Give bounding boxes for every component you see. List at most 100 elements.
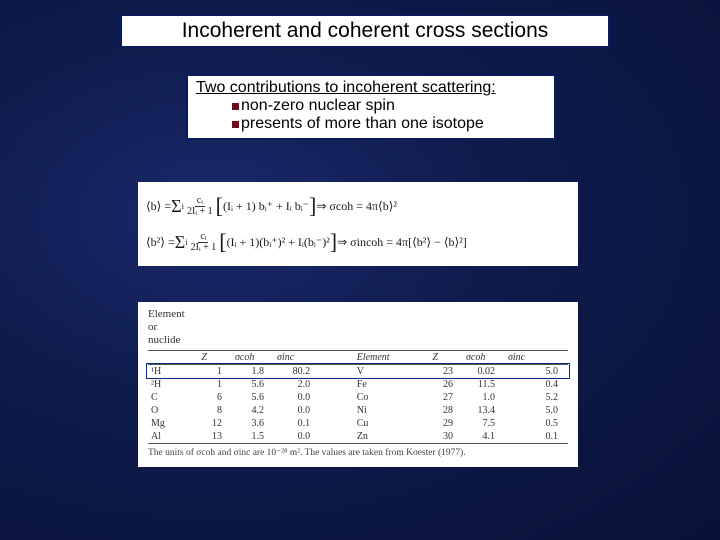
contributions-box: Two contributions to incoherent scatteri… (186, 74, 556, 140)
table-row: Al131.50.0 Zn304.10.1 (148, 430, 568, 444)
table-corner-label: Element or nuclide (148, 308, 568, 348)
table-cell: 28 (429, 404, 463, 417)
table-cell (320, 430, 354, 444)
col-header: σinc (274, 350, 320, 364)
table-cell: 5.0 (505, 364, 568, 378)
col-header: σcoh (232, 350, 274, 364)
table-row: ¹H11.880.2V230.025.0 (148, 364, 568, 378)
label-line: Element (148, 308, 185, 320)
eq-part: ⇒ σincoh = 4π[⟨b²⟩ − ⟨b⟩²] (337, 235, 467, 250)
bullet-icon (232, 103, 239, 110)
col-header: Z (429, 350, 463, 364)
table-cell: 1.8 (232, 364, 274, 378)
table-cell: 11.5 (463, 378, 505, 391)
table-cell: 5.0 (505, 404, 568, 417)
frac-den: 2Iᵢ + 1 (189, 243, 219, 253)
table-cell: 1.0 (463, 391, 505, 404)
table-cell: 5.2 (505, 391, 568, 404)
table-cell: Zn (354, 430, 430, 444)
table-cell: 0.4 (505, 378, 568, 391)
table-cell (320, 391, 354, 404)
table-cell: 8 (198, 404, 232, 417)
table-cell: ¹H (148, 364, 198, 378)
table-cell: 4.2 (232, 404, 274, 417)
table-row: Mg123.60.1 Cu297.50.5 (148, 417, 568, 430)
fraction: cᵢ 2Iᵢ + 1 (185, 196, 215, 217)
label-line: or (148, 321, 157, 333)
table-row: C65.60.0Co271.05.2 (148, 391, 568, 404)
table-cell: 0.5 (505, 417, 568, 430)
table-header-row: Z σcoh σinc Element Z σcoh σinc (148, 350, 568, 364)
table-footnote: The units of σcoh and σinc are 10⁻²⁸ m².… (148, 448, 568, 460)
table-cell: 2.0 (274, 378, 320, 391)
bracket: (Iᵢ + 1)(bᵢ⁺)² + Iᵢ(bᵢ⁻)² (219, 229, 337, 255)
eq-part: ⟨b⟩ = (146, 199, 171, 214)
table-cell: Co (354, 391, 430, 404)
table-cell: Ni (354, 404, 430, 417)
bullet-item: non-zero nuclear spin (232, 97, 546, 115)
contributions-heading: Two contributions to incoherent scatteri… (196, 79, 546, 97)
label-line: nuclide (148, 334, 180, 346)
table-cell: 3.6 (232, 417, 274, 430)
table-cell: 0.1 (505, 430, 568, 444)
table-cell: 5.6 (232, 378, 274, 391)
table-cell: 12 (198, 417, 232, 430)
bullet-text: non-zero nuclear spin (241, 97, 395, 115)
table-cell: 30 (429, 430, 463, 444)
eq-part: (Iᵢ + 1)(bᵢ⁺)² + Iᵢ(bᵢ⁻)² (227, 235, 330, 250)
frac-num: cᵢ (198, 232, 208, 243)
frac-num: cᵢ (195, 196, 205, 207)
table-cell: 23 (429, 364, 463, 378)
col-header: σinc (505, 350, 568, 364)
table-row: ²H15.62.0Fe2611.50.4 (148, 378, 568, 391)
slide-title: Incoherent and coherent cross sections (182, 19, 549, 42)
table-cell (320, 378, 354, 391)
formula-panel: ⟨b⟩ = Σ i cᵢ 2Iᵢ + 1 (Iᵢ + 1) bᵢ⁺ + Iᵢ b… (138, 182, 578, 266)
table-cell: 0.0 (274, 430, 320, 444)
table-cell: 80.2 (274, 364, 320, 378)
fraction: cᵢ 2Iᵢ + 1 (189, 232, 219, 253)
table-cell: Mg (148, 417, 198, 430)
cross-section-table: Z σcoh σinc Element Z σcoh σinc ¹H11.880… (148, 350, 568, 444)
bracket: (Iᵢ + 1) bᵢ⁺ + Iᵢ bᵢ⁻ (216, 193, 317, 219)
table-body: ¹H11.880.2V230.025.0²H15.62.0Fe2611.50.4… (148, 364, 568, 443)
table-cell: 1 (198, 364, 232, 378)
table-cell: O (148, 404, 198, 417)
table-cell: 27 (429, 391, 463, 404)
table-cell: Al (148, 430, 198, 444)
table-cell: 29 (429, 417, 463, 430)
table-cell: ²H (148, 378, 198, 391)
sum-symbol: Σ (171, 196, 181, 217)
table-cell: Cu (354, 417, 430, 430)
bullet-icon (232, 121, 239, 128)
bullet-item: presents of more than one isotope (232, 115, 546, 133)
cross-section-table-panel: Element or nuclide Z σcoh σinc Element Z… (138, 302, 578, 467)
eq-part: ⟨b²⟩ = (146, 235, 175, 250)
table-row: O84.20.0 Ni2813.45.0 (148, 404, 568, 417)
eq-part: (Iᵢ + 1) bᵢ⁺ + Iᵢ bᵢ⁻ (223, 199, 309, 214)
equation-b2-avg: ⟨b²⟩ = Σ i cᵢ 2Iᵢ + 1 (Iᵢ + 1)(bᵢ⁺)² + I… (146, 229, 570, 255)
table-cell: 1.5 (232, 430, 274, 444)
slide-title-box: Incoherent and coherent cross sections (120, 14, 610, 48)
col-header: Z (198, 350, 232, 364)
table-cell: V (354, 364, 430, 378)
table-cell: 4.1 (463, 430, 505, 444)
frac-den: 2Iᵢ + 1 (185, 207, 215, 217)
table-cell: 13 (198, 430, 232, 444)
table-cell: Fe (354, 378, 430, 391)
table-cell: 13.4 (463, 404, 505, 417)
table-cell: 0.0 (274, 404, 320, 417)
col-header: Element (354, 350, 430, 364)
table-cell: 0.1 (274, 417, 320, 430)
table-cell: 6 (198, 391, 232, 404)
sum-symbol: Σ (175, 232, 185, 253)
table-cell (320, 417, 354, 430)
table-cell (320, 364, 354, 378)
col-header: σcoh (463, 350, 505, 364)
table-cell: C (148, 391, 198, 404)
col-header (148, 350, 198, 364)
eq-part: ⇒ σcoh = 4π⟨b⟩² (316, 199, 397, 214)
table-cell (320, 404, 354, 417)
table-cell: 0.0 (274, 391, 320, 404)
table-cell: 7.5 (463, 417, 505, 430)
